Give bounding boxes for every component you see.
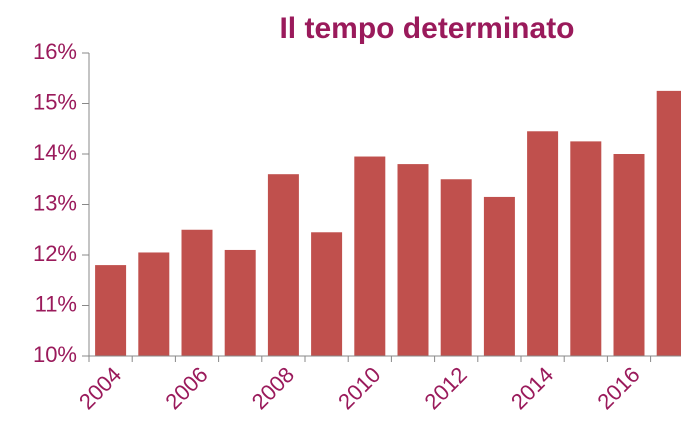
bar [570, 141, 602, 356]
bar [440, 179, 472, 356]
x-tick-label: 2006 [160, 362, 212, 414]
chart-title: Il tempo determinato [279, 12, 574, 45]
y-tick-label: 11% [35, 291, 77, 316]
bar [95, 265, 127, 356]
y-tick-label: 13% [33, 190, 77, 215]
bar [181, 229, 213, 356]
y-tick-label: 16% [33, 39, 77, 64]
bar [483, 196, 515, 356]
bar [527, 131, 559, 356]
bar [267, 174, 299, 356]
bar [656, 90, 681, 356]
bar [397, 164, 429, 356]
y-tick-label: 15% [33, 89, 77, 114]
x-tick-label: 2012 [420, 362, 472, 414]
bar [311, 232, 343, 356]
x-tick-label: 2014 [506, 362, 558, 414]
y-tick-label: 10% [33, 342, 77, 367]
bar [613, 154, 645, 356]
bar [138, 252, 170, 356]
x-tick-label: 2008 [247, 362, 299, 414]
y-tick-label: 14% [33, 140, 77, 165]
x-tick-label: 2004 [74, 362, 126, 414]
bar [354, 156, 386, 356]
x-tick-label: 2016 [592, 362, 644, 414]
x-tick-label: 2010 [333, 362, 385, 414]
y-tick-label: 12% [33, 241, 77, 266]
bar [224, 249, 256, 356]
